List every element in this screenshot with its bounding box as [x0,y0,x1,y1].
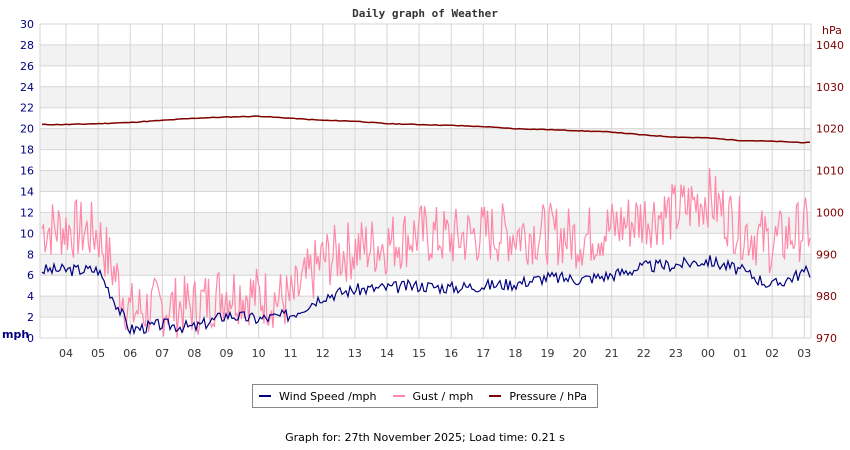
svg-text:12: 12 [316,347,330,360]
svg-text:10: 10 [20,227,34,240]
series-lines [41,115,811,338]
pressure-swatch-icon [489,395,502,397]
svg-text:14: 14 [380,347,394,360]
svg-text:1030: 1030 [816,81,844,94]
svg-text:15: 15 [412,347,426,360]
y-axis-left-label: mph [2,328,29,341]
svg-text:28: 28 [20,39,34,52]
svg-text:03: 03 [797,347,811,360]
chart-title: Daily graph of Weather [352,7,498,20]
gust-line [41,168,811,338]
svg-text:30: 30 [20,18,34,31]
horizontal-gridlines [40,23,811,339]
legend-item-wind-speed: Wind Speed /mph [259,390,377,403]
svg-text:00: 00 [701,347,715,360]
svg-text:8: 8 [27,248,34,261]
gust-swatch-icon [392,395,405,397]
svg-text:1010: 1010 [816,165,844,178]
svg-text:16: 16 [20,165,34,178]
y-axis-right-ticks: 970 980 990 1000 1010 1020 1030 1040 [816,39,844,345]
svg-text:06: 06 [123,347,137,360]
svg-text:18: 18 [508,347,522,360]
legend-label: Wind Speed /mph [279,389,377,403]
svg-text:4: 4 [27,290,34,303]
pressure-line [41,115,810,144]
legend: Wind Speed /mph Gust / mph Pressure / hP… [252,384,598,408]
svg-text:20: 20 [573,347,587,360]
legend-label: Gust / mph [412,389,474,403]
svg-text:13: 13 [348,347,362,360]
svg-text:980: 980 [816,290,837,303]
weather-chart: Daily graph of Weather 02468101214161820… [2,7,844,360]
svg-text:6: 6 [27,269,34,282]
legend-item-gust: Gust / mph [392,389,474,403]
svg-text:1000: 1000 [816,206,844,219]
svg-text:990: 990 [816,248,837,261]
svg-text:04: 04 [59,347,73,360]
x-axis-ticks: 04 05 06 07 08 09 10 11 12 13 14 15 16 17 18 19 20 21 22 23… [59,347,811,360]
svg-text:18: 18 [20,144,34,157]
svg-text:26: 26 [20,60,34,73]
svg-text:14: 14 [20,185,34,198]
svg-text:1040: 1040 [816,39,844,52]
svg-text:1020: 1020 [816,123,844,136]
svg-text:24: 24 [20,81,34,94]
svg-text:05: 05 [91,347,105,360]
svg-text:23: 23 [669,347,683,360]
svg-text:12: 12 [20,206,34,219]
svg-text:2: 2 [27,311,34,324]
svg-text:09: 09 [220,347,234,360]
footer-status: Graph for: 27th November 2025; Load time… [285,431,565,444]
svg-text:08: 08 [187,347,201,360]
svg-text:10: 10 [252,347,266,360]
svg-text:11: 11 [284,347,298,360]
svg-text:0: 0 [27,332,34,345]
legend-label: Pressure / hPa [509,389,587,403]
svg-text:22: 22 [637,347,651,360]
svg-text:22: 22 [20,102,34,115]
wind-speed-swatch-icon [259,395,271,397]
svg-text:07: 07 [155,347,169,360]
wind-speed-line [41,255,811,336]
svg-text:17: 17 [476,347,490,360]
svg-text:970: 970 [816,332,837,345]
y-axis-right-label: hPa [822,24,842,37]
svg-text:01: 01 [733,347,747,360]
svg-text:16: 16 [444,347,458,360]
svg-text:21: 21 [605,347,619,360]
svg-text:20: 20 [20,123,34,136]
legend-item-pressure: Pressure / hPa [489,390,587,403]
plot-background [40,24,811,338]
svg-text:19: 19 [541,347,555,360]
svg-text:02: 02 [765,347,779,360]
